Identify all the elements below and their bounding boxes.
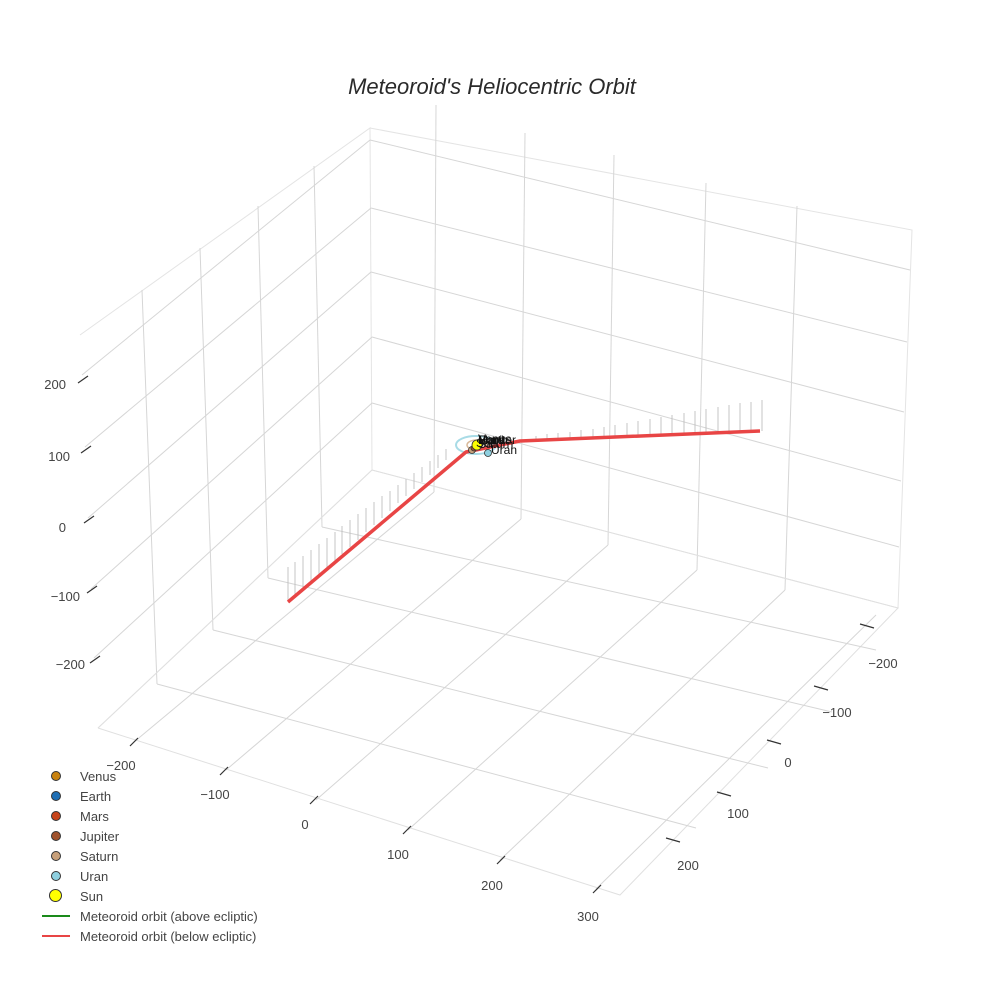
svg-text:Uran: Uran [491, 443, 517, 457]
svg-text:Sun: Sun [476, 436, 497, 450]
uran-marker [484, 449, 492, 457]
svg-text:200: 200 [481, 878, 503, 893]
svg-text:200: 200 [677, 858, 699, 873]
svg-text:0: 0 [59, 520, 66, 535]
meteoroid-drop-lines-left [287, 449, 447, 600]
dot-icon [51, 871, 61, 881]
svg-text:100: 100 [727, 806, 749, 821]
svg-text:−200: −200 [56, 657, 85, 672]
svg-text:0: 0 [301, 817, 308, 832]
back-left-wall-grid [79, 127, 373, 729]
svg-text:0: 0 [784, 755, 791, 770]
meteoroid-orbit-below-ecliptic[interactable] [286, 429, 761, 604]
legend-item-sun[interactable]: Sun [36, 886, 258, 906]
legend-item-orbit-below[interactable]: Meteoroid orbit (below ecliptic) [36, 926, 258, 946]
svg-text:−100: −100 [200, 787, 229, 802]
legend-item-saturn[interactable]: Saturn [36, 846, 258, 866]
svg-text:300: 300 [577, 909, 599, 924]
svg-text:Venus: Venus [478, 432, 511, 446]
line-icon [42, 935, 70, 937]
planet-markers [468, 439, 492, 457]
chart-title: Meteoroid's Heliocentric Orbit [348, 74, 636, 99]
planet-labels: Mars Jupiter Venus Earth Saturn Sun Uran [476, 432, 517, 457]
svg-text:Jupiter: Jupiter [480, 433, 516, 447]
back-right-wall-grid [369, 104, 913, 609]
floor-grid [97, 469, 899, 896]
line-icon [42, 915, 70, 917]
legend-item-venus[interactable]: Venus [36, 766, 258, 786]
axis-tick-marks [77, 375, 875, 894]
legend-item-jupiter[interactable]: Jupiter [36, 826, 258, 846]
svg-text:Mars: Mars [478, 433, 505, 447]
sun-icon [49, 889, 62, 902]
z-axis-tick-labels: 200 100 0 −100 −200 [44, 377, 85, 672]
svg-text:−200: −200 [868, 656, 897, 671]
dot-icon [51, 831, 61, 841]
y-axis-tick-labels: −200 −100 0 100 200 [677, 656, 898, 873]
sun-marker [471, 439, 483, 451]
legend-item-mars[interactable]: Mars [36, 806, 258, 826]
svg-text:−200: −200 [106, 758, 135, 773]
svg-text:−100: −100 [822, 705, 851, 720]
dot-icon [51, 771, 61, 781]
dot-icon [51, 791, 61, 801]
svg-text:Earth: Earth [479, 433, 508, 447]
svg-text:Saturn: Saturn [478, 437, 513, 451]
legend-item-earth[interactable]: Earth [36, 786, 258, 806]
dot-icon [51, 851, 61, 861]
legend-item-uran[interactable]: Uran [36, 866, 258, 886]
svg-text:100: 100 [387, 847, 409, 862]
x-axis-tick-labels: −200 −100 0 100 200 300 [106, 758, 599, 924]
svg-text:200: 200 [44, 377, 66, 392]
legend: Venus Earth Mars Jupiter Saturn Uran Sun… [36, 766, 258, 946]
svg-text:100: 100 [48, 449, 70, 464]
dot-icon [51, 811, 61, 821]
meteoroid-drop-lines-right [535, 400, 763, 440]
svg-text:−100: −100 [51, 589, 80, 604]
legend-item-orbit-above[interactable]: Meteoroid orbit (above ecliptic) [36, 906, 258, 926]
